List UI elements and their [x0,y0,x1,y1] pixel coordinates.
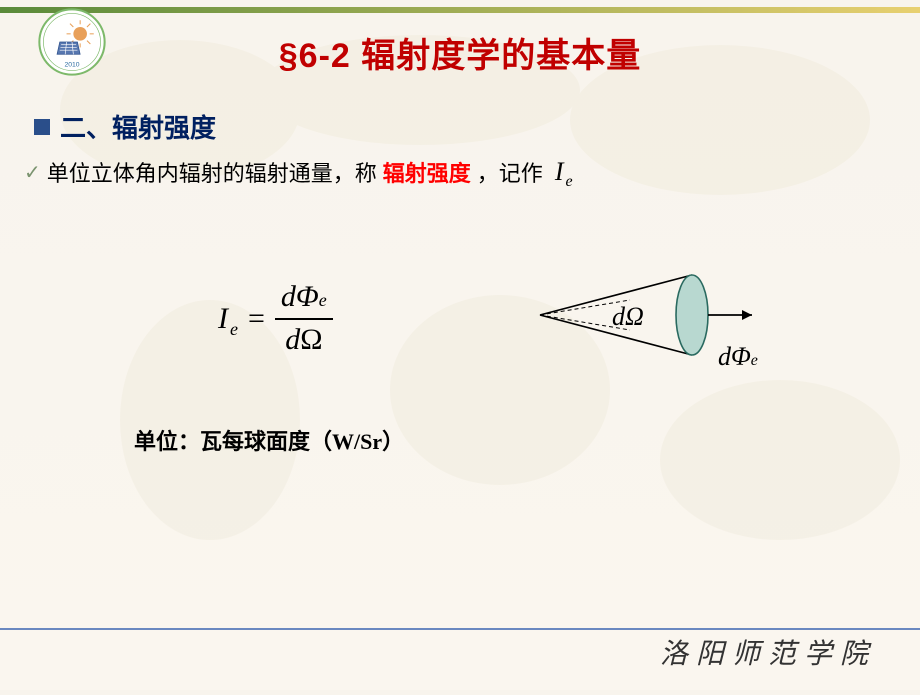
eq-I: I [218,302,228,336]
top-border [0,0,920,6]
eq-numerator: dΦe [275,280,333,315]
definition-post: ，记作 [477,156,543,188]
page-title: §6-2 辐射度学的基本量 [0,28,920,77]
square-bullet-icon [34,119,50,135]
eq-fraction: dΦe dΩ [275,280,333,357]
definition-line: ✓ 单位立体角内辐射的辐射通量，称 辐射强度 ，记作 I e [24,156,573,188]
den-omega: Ω [300,323,322,356]
definition-term: 辐射强度 [383,156,471,188]
unit-pre: 单位：瓦每球面度（ [134,429,332,454]
section-text: 二、辐射强度 [60,108,216,145]
solid-angle-diagram: dΩ dΦe [530,260,770,390]
definition-pre: 单位立体角内辐射的辐射通量，称 [47,156,377,188]
label-dOmega: dΩ [612,302,644,332]
eq-equals: = [248,302,265,336]
check-icon: ✓ [24,160,41,185]
label-dPhi: dΦe [718,342,758,372]
eq-lhs: I e [218,302,238,336]
intensity-equation: I e = dΦe dΩ [218,280,333,357]
unit-line: 单位：瓦每球面度（W/Sr） [134,424,404,456]
num-sub: e [319,290,327,310]
bottom-divider [0,628,920,630]
school-name: 洛阳师范学院 [660,632,876,672]
section-heading: 二、辐射强度 [34,108,216,145]
background-map [0,0,920,690]
fraction-bar [275,318,333,320]
num-d: d [281,280,296,313]
eq-I-sub: e [230,319,238,340]
sym-I: I [555,157,564,187]
unit-post: ） [382,429,404,454]
num-phi: Φ [296,280,319,313]
sym-I-sub: e [565,173,572,191]
den-d: d [285,323,300,356]
unit-value: W/Sr [332,429,382,454]
symbol-Ie: I e [555,157,573,187]
eq-denominator: dΩ [279,323,328,358]
